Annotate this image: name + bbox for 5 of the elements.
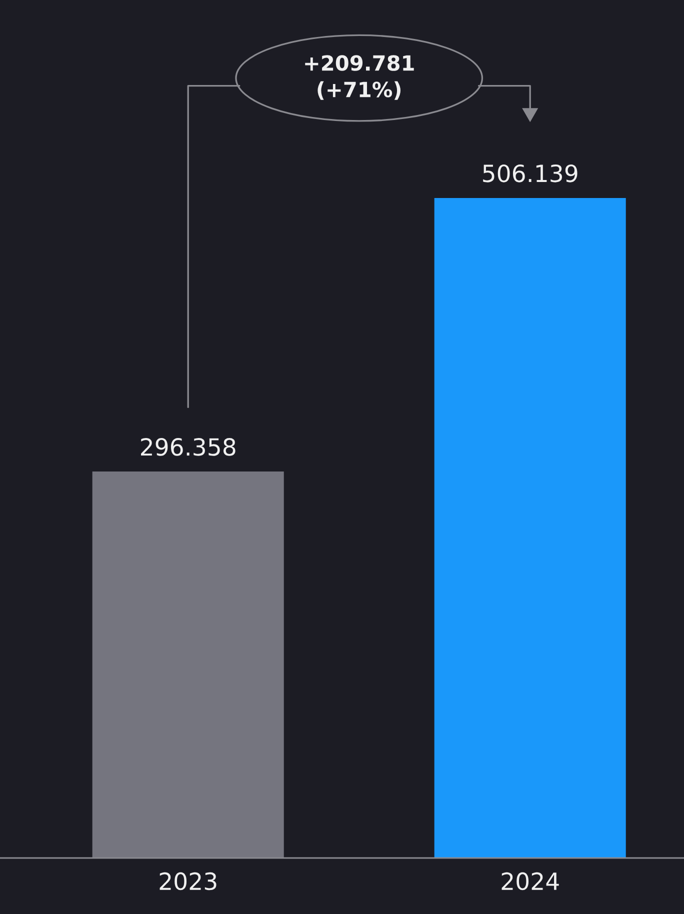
data-label: 296.358 xyxy=(141,438,236,456)
text: +209.781 (+71%) xyxy=(305,55,414,100)
x-tick-label: 2024 xyxy=(502,872,559,890)
data-label: 506.139 xyxy=(483,164,578,182)
x-tick-label: 2023 xyxy=(160,872,216,890)
